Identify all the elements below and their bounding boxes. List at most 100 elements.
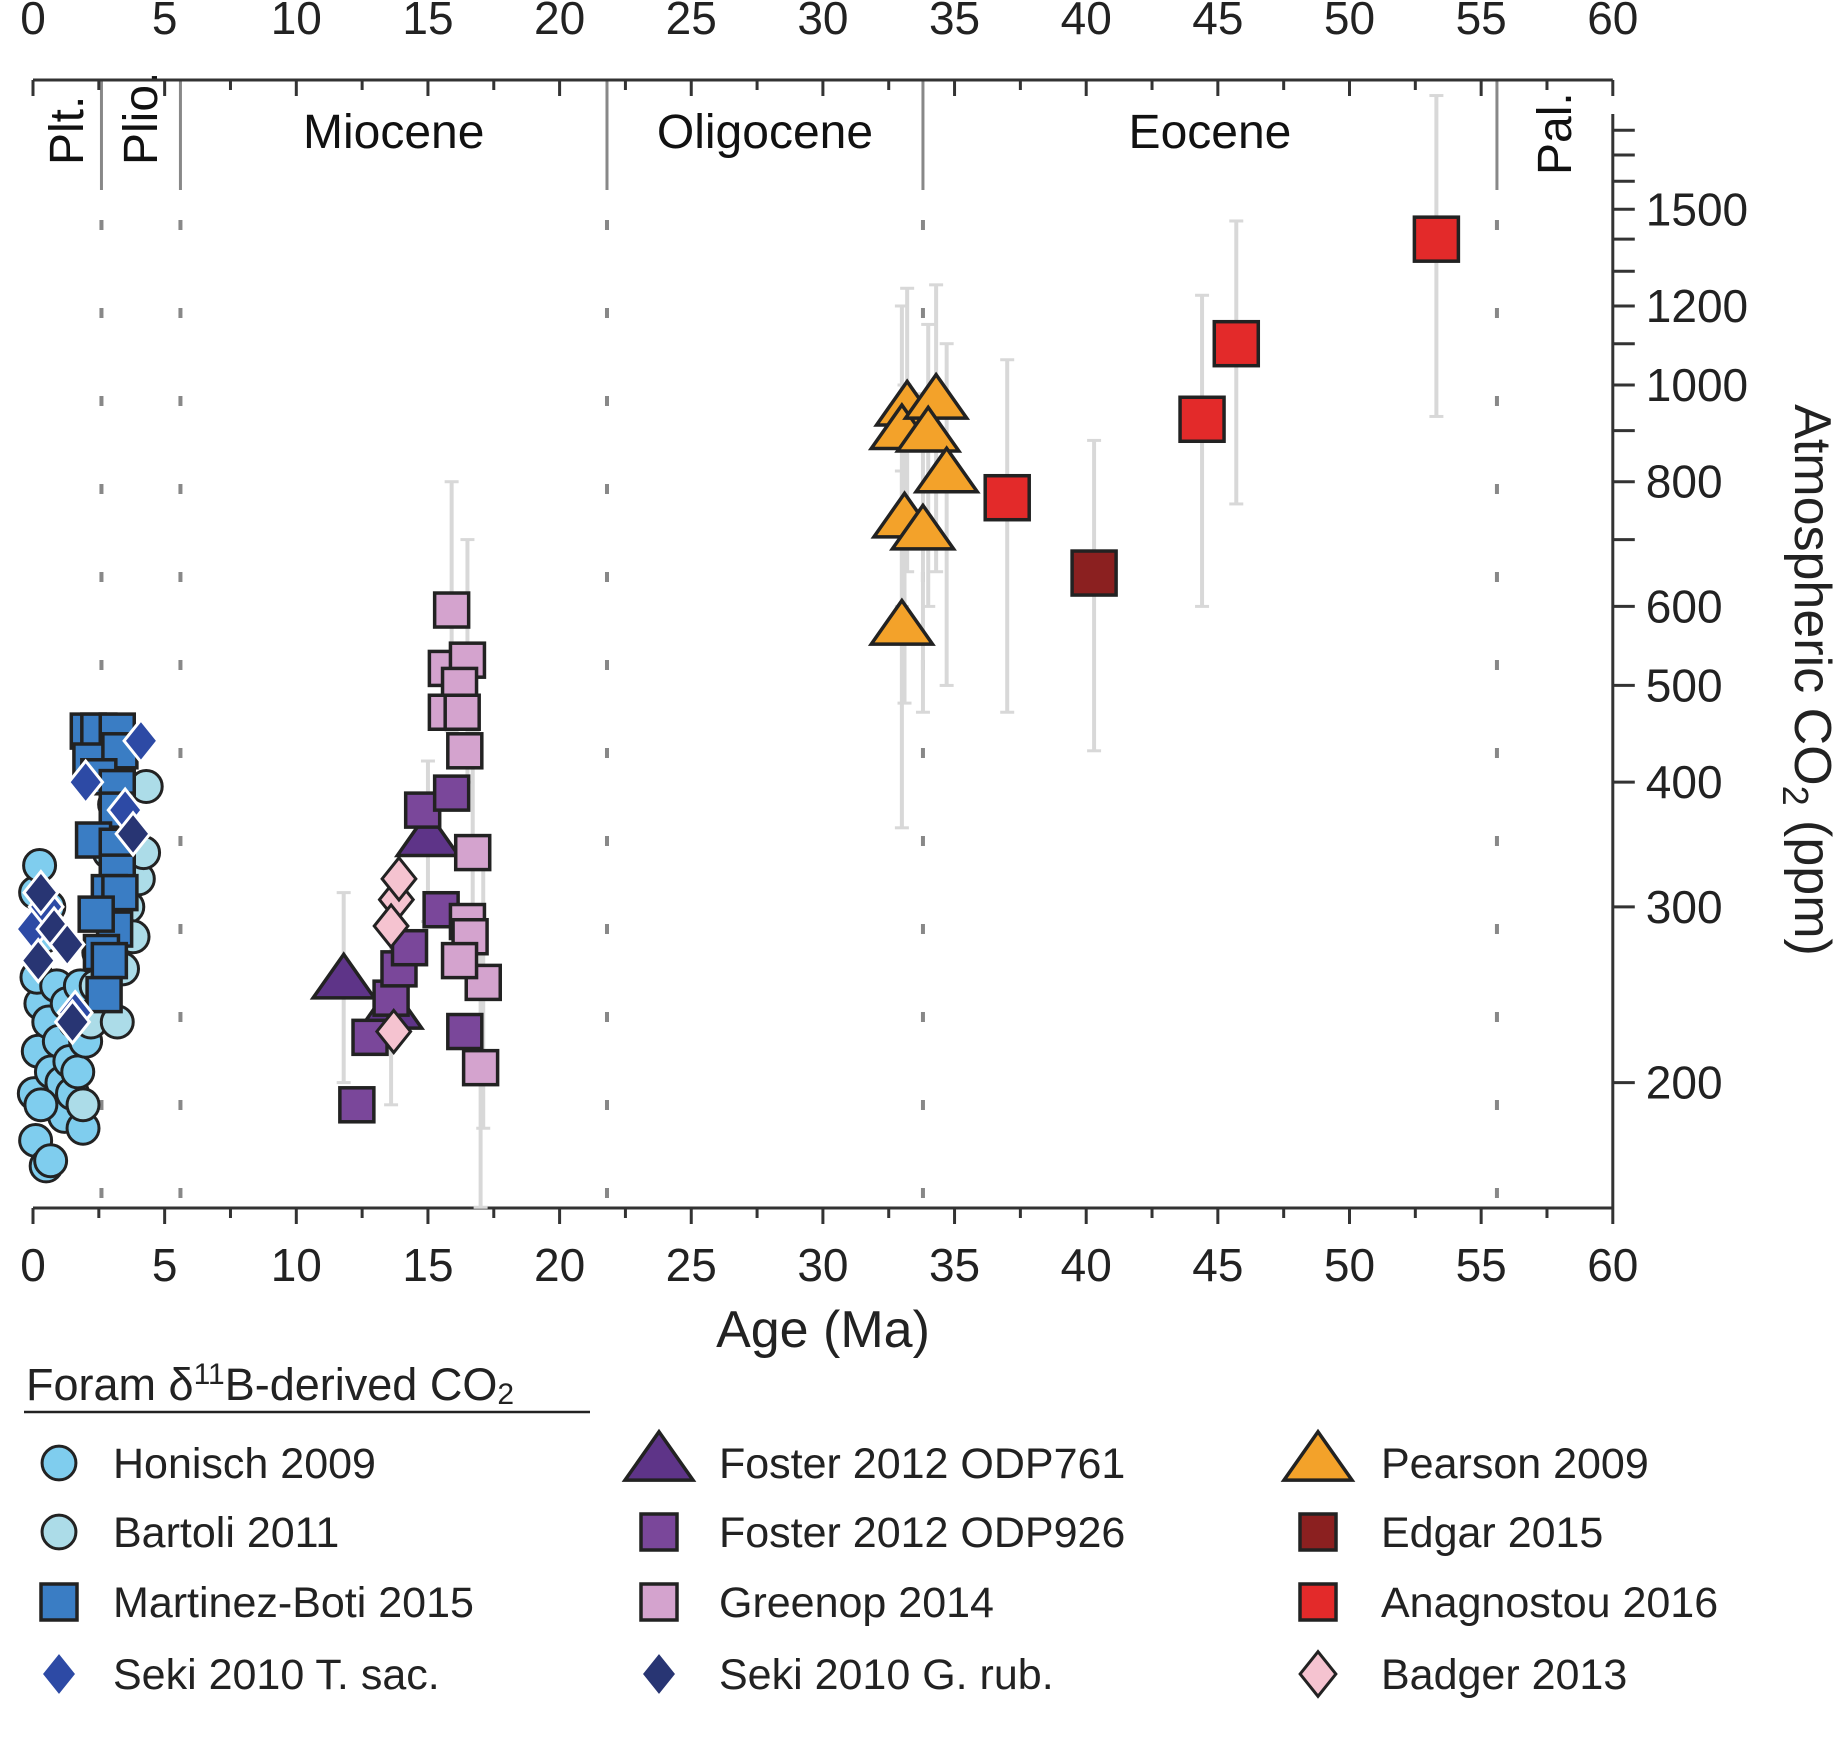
legend-title-sup: 11 — [194, 1358, 225, 1391]
data-point — [77, 895, 115, 933]
bottom-x-tick-label: 5 — [152, 1239, 178, 1291]
legend-title-b: B-derived CO — [225, 1359, 498, 1410]
top-x-tick-label: 0 — [20, 0, 46, 44]
top-x-tick-label: 40 — [1061, 0, 1112, 44]
y-tick-label: 1200 — [1646, 280, 1748, 332]
top-x-tick-label: 55 — [1456, 0, 1507, 44]
legend-marker — [40, 1444, 78, 1482]
y-axis-title-main: Atmospheric CO — [1783, 404, 1839, 785]
top-x-tick-label: 5 — [152, 0, 178, 44]
bottom-x-tick-label: 45 — [1192, 1239, 1243, 1291]
data-point — [114, 810, 152, 858]
legend-label: Edgar 2015 — [1381, 1509, 1603, 1557]
legend-marker — [40, 1513, 78, 1551]
legend-item: Anagnostou 2016 — [1298, 1579, 1718, 1627]
legend-item: Martinez-Boti 2015 — [39, 1579, 474, 1627]
data-point — [432, 591, 471, 629]
legend-marker — [39, 1649, 79, 1699]
axes-layer: 0055101015152020252530303535404045455050… — [20, 0, 1748, 1291]
top-x-tick-label: 50 — [1324, 0, 1375, 44]
epoch-label: Plio. — [115, 72, 168, 165]
data-points — [14, 215, 1461, 1184]
legend-label: Badger 2013 — [1381, 1651, 1627, 1699]
data-point — [1178, 395, 1226, 444]
data-point — [33, 1143, 69, 1179]
bottom-x-tick-label: 15 — [402, 1239, 453, 1291]
data-point — [461, 1048, 500, 1087]
top-x-tick-label: 35 — [929, 0, 980, 44]
y-tick-label: 200 — [1646, 1057, 1723, 1109]
epoch-label: Plt. — [41, 96, 94, 165]
legend-marker — [39, 1582, 79, 1622]
data-point — [888, 502, 957, 551]
y-axis-title-sub: 2 — [1775, 786, 1816, 806]
epoch-label: Eocene — [1129, 106, 1292, 159]
data-point — [446, 732, 484, 770]
bottom-x-tick-label: 10 — [271, 1239, 322, 1291]
data-point — [90, 941, 129, 980]
data-point — [372, 902, 410, 950]
legend-marker — [639, 1512, 679, 1552]
legend-marker — [639, 1582, 679, 1622]
top-x-tick-label: 30 — [797, 0, 848, 44]
legend-label: Honisch 2009 — [113, 1440, 376, 1488]
legend-item: Seki 2010 G. rub. — [639, 1649, 1054, 1699]
bottom-x-tick-label: 60 — [1587, 1239, 1638, 1291]
y-tick-label: 400 — [1646, 756, 1723, 808]
data-point — [443, 693, 481, 731]
legend-item: Foster 2012 ODP926 — [639, 1509, 1125, 1557]
top-x-tick-label: 25 — [666, 0, 717, 44]
data-point — [23, 1087, 59, 1123]
legend-label: Foster 2012 ODP926 — [719, 1509, 1125, 1557]
data-point — [1212, 319, 1261, 368]
legend-title-sub: 2 — [497, 1378, 514, 1411]
data-point — [453, 833, 492, 872]
bottom-x-tick-label: 35 — [929, 1239, 980, 1291]
data-point — [432, 774, 471, 812]
y-tick-label: 600 — [1646, 580, 1723, 632]
data-point — [894, 404, 963, 453]
bottom-x-tick-label: 25 — [666, 1239, 717, 1291]
data-point — [53, 998, 92, 1046]
data-point — [374, 1008, 413, 1056]
data-point — [1412, 215, 1461, 263]
top-x-tick-label: 15 — [402, 0, 453, 44]
data-point — [338, 1086, 376, 1124]
legend-marker — [639, 1649, 679, 1699]
top-x-tick-label: 20 — [534, 0, 585, 44]
epoch-label: Pal. — [1529, 92, 1582, 175]
data-point — [22, 869, 60, 917]
x-axis-title: Age (Ma) — [716, 1301, 930, 1359]
legend-label: Anagnostou 2016 — [1381, 1579, 1718, 1627]
data-point — [48, 921, 87, 969]
legend-item: Seki 2010 T. sac. — [39, 1649, 440, 1699]
data-point — [983, 473, 1031, 522]
legend-label: Bartoli 2011 — [113, 1509, 339, 1557]
bottom-x-tick-label: 20 — [534, 1239, 585, 1291]
legend-item: Bartoli 2011 — [40, 1509, 339, 1557]
epoch-layer: Plt. Plio. Miocene Oligocene Eocene Pal. — [41, 72, 1582, 1208]
legend-label: Foster 2012 ODP761 — [719, 1440, 1125, 1488]
legend-marker — [1298, 1649, 1338, 1699]
legend-item: Pearson 2009 — [1280, 1428, 1649, 1488]
y-axis-title-unit: (ppm) — [1783, 806, 1839, 956]
data-point — [19, 937, 58, 985]
legend-item: Foster 2012 ODP761 — [621, 1428, 1125, 1488]
error-bars — [336, 94, 1444, 1209]
data-point — [66, 758, 105, 806]
legend-label: Pearson 2009 — [1381, 1440, 1649, 1488]
epoch-label: Miocene — [303, 106, 484, 159]
y-tick-label: 1000 — [1646, 359, 1748, 411]
y-axis-title: Atmospheric CO2 (ppm) — [1775, 404, 1839, 956]
y-tick-label: 500 — [1646, 659, 1723, 711]
legend-label: Seki 2010 T. sac. — [113, 1651, 440, 1699]
data-point — [380, 855, 418, 903]
legend-label: Martinez-Boti 2015 — [113, 1579, 474, 1627]
bottom-x-tick-label: 40 — [1061, 1239, 1112, 1291]
legend-item: Honisch 2009 — [40, 1440, 376, 1488]
data-point — [446, 1012, 484, 1051]
data-point — [867, 597, 936, 646]
legend-item: Edgar 2015 — [1298, 1509, 1603, 1557]
top-x-tick-label: 10 — [271, 0, 322, 44]
top-x-tick-label: 45 — [1192, 0, 1243, 44]
